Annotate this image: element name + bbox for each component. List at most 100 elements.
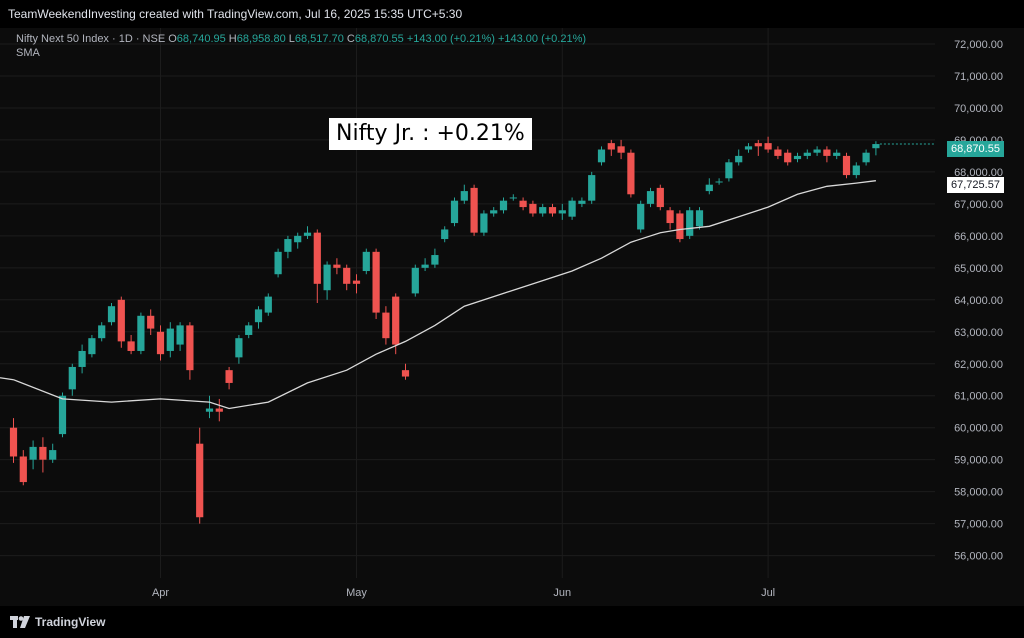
candle-body [156, 331, 165, 355]
candle-body [29, 446, 37, 460]
candle [588, 171, 596, 204]
candle [352, 274, 361, 294]
legend-high: 68,958.80 [236, 33, 286, 45]
price-tick-label: 60,000.00 [954, 423, 1003, 435]
legend-high-label: H [228, 33, 237, 45]
candle-body [842, 155, 851, 176]
candle [9, 418, 18, 463]
candle-body [9, 427, 18, 457]
candle-body [205, 408, 214, 412]
candle-body [499, 200, 508, 211]
candle-body [98, 325, 106, 339]
candle [196, 427, 204, 524]
candle-body [58, 395, 67, 435]
chart-legend: Nifty Next 50 Index · 1D · NSE O68,740.9… [16, 33, 586, 59]
legend-close: 68,870.55 [354, 33, 404, 45]
price-tick-label: 64,000.00 [954, 295, 1003, 307]
candle-body [764, 143, 772, 150]
candle [735, 149, 743, 166]
candle-body [480, 213, 488, 233]
legend-indicator[interactable]: SMA [16, 47, 40, 59]
candle [176, 322, 184, 351]
candle [872, 141, 880, 156]
candle-body [284, 239, 292, 252]
candle [568, 197, 576, 220]
legend-low: 68,517.70 [294, 33, 344, 45]
candle [617, 139, 625, 160]
candle [646, 187, 655, 208]
candlestick-chart[interactable]: 56,000.00 57,000.00 58,000.00 59,000.00 60,0… [0, 28, 1024, 606]
candle [480, 210, 488, 236]
candle [793, 152, 802, 163]
sma-price-tag: 67,725.57 [947, 177, 1004, 193]
candle-body [833, 152, 841, 156]
candle-body [744, 146, 753, 150]
candle [137, 312, 145, 355]
candle-body [78, 350, 86, 367]
candle-body [196, 443, 204, 518]
candle [274, 248, 282, 278]
candle [705, 178, 713, 195]
candle-body [715, 181, 723, 183]
candle-body [49, 450, 57, 460]
price-tick-label: 61,000.00 [954, 391, 1003, 403]
candle-body [597, 149, 606, 163]
sma-polyline [13, 180, 876, 410]
candle-body [656, 187, 664, 208]
candle-body [186, 325, 194, 371]
candle [284, 235, 292, 259]
bottom-bar: TradingView [0, 606, 1024, 638]
candle [156, 325, 165, 361]
candle-body [725, 162, 733, 179]
candle-body [88, 338, 96, 355]
candle [539, 203, 547, 217]
legend-change-repeat: +143.00 (+0.21%) [497, 33, 587, 45]
candle [107, 303, 116, 326]
candle [774, 146, 782, 160]
candle-body [813, 149, 821, 153]
candle [656, 184, 664, 211]
candle-body [588, 175, 596, 201]
price-tick-label: 72,000.00 [954, 39, 1003, 51]
tradingview-logo[interactable]: TradingView [10, 615, 105, 629]
candle-body [303, 232, 312, 236]
candle [460, 184, 468, 204]
candle-body [705, 184, 713, 192]
candle-body [166, 328, 174, 351]
candle [715, 178, 723, 185]
candle [823, 146, 831, 163]
legend-open-label: O [168, 33, 177, 45]
candle-body [872, 144, 880, 149]
candle [450, 197, 459, 227]
candle-body [548, 207, 557, 214]
candle [862, 149, 870, 166]
candle-body [509, 197, 517, 199]
price-tick-label: 68,000.00 [954, 167, 1003, 179]
price-tick-label: 63,000.00 [954, 327, 1003, 339]
candle [764, 136, 772, 153]
candle [29, 440, 37, 470]
candle-body [343, 267, 351, 284]
candle-body [686, 210, 694, 236]
candle-body [39, 446, 47, 460]
candle [842, 152, 851, 179]
candle-body [411, 267, 419, 294]
annotation-label[interactable]: Nifty Jr. : +0.21% [329, 118, 532, 150]
candle [343, 264, 351, 291]
candle-body [313, 232, 321, 284]
candle-body [117, 299, 125, 342]
candle [215, 398, 223, 422]
candle [558, 203, 566, 220]
date-tick-label: Jul [761, 587, 775, 599]
candle-body [695, 210, 704, 227]
candle-body [607, 143, 615, 150]
candle [333, 258, 341, 275]
candle [666, 207, 674, 230]
candle-body [294, 235, 302, 243]
candle [49, 443, 57, 463]
candle-body [539, 207, 547, 214]
candle [127, 334, 135, 355]
candle [313, 229, 321, 303]
chart-caption: TeamWeekendInvesting created with Tradin… [8, 7, 463, 21]
